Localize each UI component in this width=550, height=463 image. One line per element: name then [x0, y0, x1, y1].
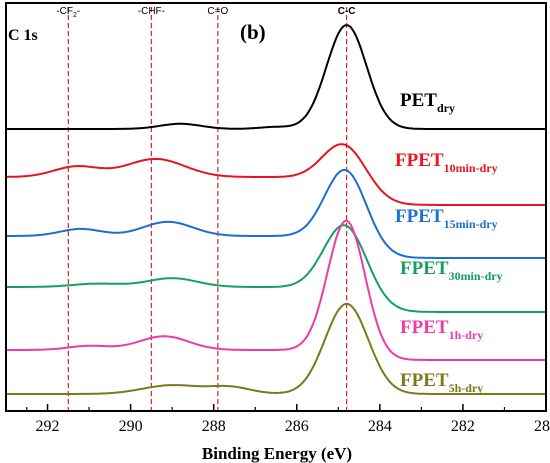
x-tick-label-1: 290	[119, 418, 143, 435]
series-line-3	[6, 224, 546, 313]
x-axis-label: Binding Energy (eV)	[202, 444, 352, 463]
series-line-4	[6, 219, 546, 361]
series-line-0	[6, 23, 546, 130]
series-labels: PETdryFPET10min-dryFPET15min-dryFPET30mi…	[395, 90, 503, 395]
series-line-2	[6, 168, 546, 259]
series-label-0: PETdry	[400, 90, 455, 115]
spectra-curves	[6, 23, 546, 395]
series-line-1	[6, 143, 546, 206]
x-tick-label-3: 286	[285, 418, 309, 435]
x-tick-label-6: 280	[534, 418, 550, 435]
ref-label-1: -CHF-	[138, 6, 165, 17]
reference-lines	[67, 7, 348, 411]
x-tick-label-0: 292	[36, 418, 60, 435]
x-tick-label-2: 288	[202, 418, 226, 435]
x-axis-ticks: 292 290 288 286 284 282 280	[26, 404, 550, 435]
plot-frame	[5, 2, 547, 412]
x-tick-label-5: 282	[451, 418, 475, 435]
ref-label-3: C-C	[338, 6, 356, 17]
panel-label: (b)	[240, 20, 266, 44]
region-label: C 1s	[8, 27, 38, 44]
ref-label-2: C=O	[207, 6, 228, 17]
series-line-5	[6, 302, 546, 395]
x-tick-label-4: 284	[368, 418, 392, 435]
